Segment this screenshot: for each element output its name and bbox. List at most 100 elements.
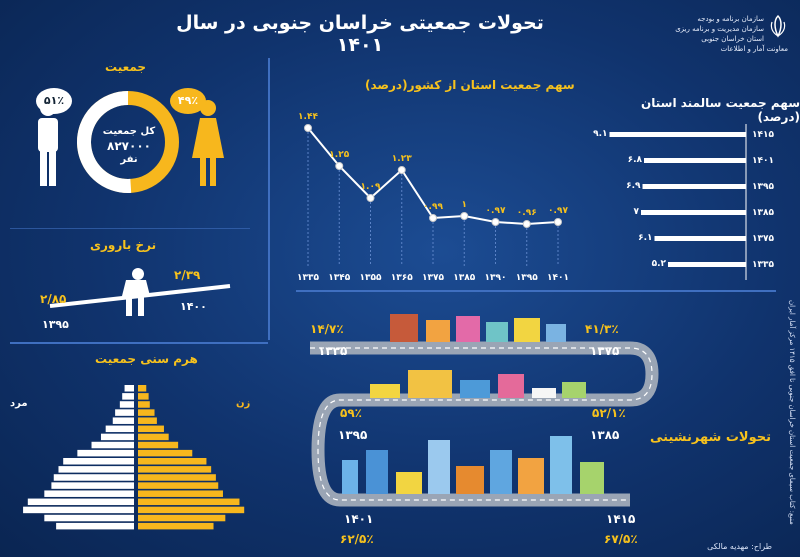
line-chart-data-label: ۱.۴۴ <box>298 112 318 122</box>
urban-pct-1335: ۱۴/۷٪ <box>310 322 344 336</box>
population-ring-male <box>77 91 132 193</box>
line-chart-point <box>397 166 406 174</box>
pyramid-bar-male <box>44 514 134 522</box>
elderly-bar <box>644 158 746 163</box>
logo-line-3: معاونت آمار و اطلاعات <box>720 45 788 53</box>
pyramid-bar-male <box>124 385 134 392</box>
urban-pct-1395: ۵۹٪ <box>340 406 362 420</box>
urban-year-1395: ۱۳۹۵ <box>338 428 368 442</box>
population-title: جمعیت <box>105 60 147 74</box>
pyramid-bar-female <box>138 393 149 400</box>
pyramid-bar-male <box>23 506 134 514</box>
source-note: منبع: کتاب سیمای جمعیت استان خراسان جنوب… <box>788 300 796 525</box>
pyramid-bar-male <box>115 409 134 416</box>
fertility-new-year: ۱۴۰۰ <box>180 300 207 313</box>
line-chart-data-label: ۱ <box>462 200 468 210</box>
pyramid-bar-female <box>138 409 155 416</box>
line-chart-data-label: ۰.۹۶ <box>517 208 537 218</box>
elderly-bar-category: ۱۳۸۵ <box>752 208 774 218</box>
elderly-bar <box>641 210 746 215</box>
elderly-bar-value: ۹.۱ <box>593 129 607 139</box>
pyramid-bar-male <box>119 401 134 408</box>
line-chart-title: سهم جمعیت استان از کشور(درصد) <box>365 78 575 92</box>
line-chart-point <box>335 162 344 170</box>
elderly-bar-category: ۱۴۰۱ <box>752 156 774 166</box>
line-chart-point <box>366 194 375 202</box>
line-chart-data-label: ۰.۹۹ <box>423 202 443 212</box>
pyramid-bar-female <box>138 506 245 514</box>
pyramid-bar-male <box>44 490 134 497</box>
line-chart-point <box>429 214 437 222</box>
elderly-bar-value: ۵.۲ <box>652 259 667 269</box>
divider-population <box>10 228 250 229</box>
pyramid-bar-male <box>122 393 134 400</box>
population-graphic <box>38 91 224 193</box>
age-pyramid-chart <box>23 385 245 530</box>
organization-logo: سازمان برنامه و بودجه سازمان مدیریت و بر… <box>668 14 788 54</box>
buildings-row-2 <box>370 370 586 398</box>
urbanization-graphic <box>310 314 659 507</box>
pyramid-bar-male <box>51 482 134 489</box>
total-unit: نفر <box>120 154 138 165</box>
elderly-bar <box>642 184 746 189</box>
pyramid-bar-female <box>138 425 164 433</box>
total-label: کل جمعیت <box>102 126 156 137</box>
pyramid-bar-female <box>138 385 147 392</box>
line-chart-data-label: ۰.۹۷ <box>548 206 568 216</box>
pyramid-bar-female <box>138 482 219 489</box>
urban-year-1335: ۱۳۳۵ <box>318 344 348 358</box>
divider-horizontal-right <box>296 290 776 292</box>
female-pct-bubble: ۴۹٪ <box>170 88 206 114</box>
fertility-old-value: ۲/۸۵ <box>40 292 67 306</box>
urban-year-1401: ۱۴۰۱ <box>344 512 374 526</box>
elderly-bar-category: ۱۳۷۵ <box>752 234 774 244</box>
logo-line-2: سازمان مدیریت و برنامه ریزی استان خراسان… <box>675 25 764 43</box>
elderly-bar-category: ۱۳۹۵ <box>752 182 774 192</box>
line-chart-point <box>522 220 531 228</box>
line-chart-tick-label: ۱۳۳۵ <box>297 273 319 283</box>
urban-pct-1375: ۴۱/۳٪ <box>585 322 619 336</box>
pyramid-bar-female <box>138 441 179 449</box>
urban-pct-1415: ۶۷/۵٪ <box>604 532 638 546</box>
urban-pct-1385: ۵۲/۱٪ <box>592 406 626 420</box>
line-chart-tick-label: ۱۳۵۵ <box>360 273 382 283</box>
pyramid-bar-male <box>63 458 135 465</box>
line-chart-data-label: ۱.۰۹ <box>361 182 381 192</box>
pyramid-bar-female <box>138 417 157 424</box>
urban-pct-1401: ۶۲/۵٪ <box>340 532 374 546</box>
line-chart-tick-label: ۱۳۸۵ <box>453 273 475 283</box>
elderly-bar-chart: ۹.۱ ۱۴۱۵ ۶.۸ ۱۴۰۱ ۶.۹ ۱۳۹۵ ۷ ۱۳۸۵ ۶.۱ ۱۳۷۵ ۵.۲ ۱۳۳۵ <box>593 124 774 280</box>
line-chart-tick-label: ۱۳۹۵ <box>516 273 538 283</box>
skyline-row-3 <box>342 436 604 494</box>
line-chart-tick-label: ۱۳۴۵ <box>328 273 350 283</box>
pyramid-bar-male <box>91 441 134 449</box>
line-chart-tick-label: ۱۴۰۱ <box>547 273 569 283</box>
share-line-chart: ۱.۴۴ ۱۳۳۵ ۱.۲۵ ۱۳۴۵ ۱.۰۹ ۱۳۵۵ ۱.۲۳ ۱۳۶۵ ۰.۹۹ ۱۳۷۵… <box>297 112 569 283</box>
urban-year-1375: ۱۳۷۵ <box>590 344 620 358</box>
urbanization-title: تحولات شهرنشینی <box>650 430 771 445</box>
elderly-chart-title: سهم جمعیت سالمند استان (درصد) <box>641 96 800 124</box>
population-center: کل جمعیت ۸۲۷۰۰۰ نفر <box>98 125 160 167</box>
elderly-bar-value: ۶.۹ <box>626 181 641 191</box>
pyramid-bar-male <box>56 522 135 530</box>
pyramid-bar-male <box>112 417 134 424</box>
pyramid-bar-female <box>138 433 169 441</box>
pyramid-bar-male <box>58 466 135 473</box>
line-chart-point <box>554 218 562 226</box>
road-markings <box>310 347 653 501</box>
fertility-new-value: ۲/۳۹ <box>174 268 201 282</box>
emblem-icon <box>770 14 786 38</box>
pyramid-bar-female <box>138 466 212 473</box>
line-chart-data-label: ۰.۹۷ <box>486 206 506 216</box>
total-value: ۸۲۷۰۰۰ <box>107 139 151 153</box>
pyramid-bar-female <box>138 522 214 530</box>
divider-horizontal-left <box>10 342 268 344</box>
designer-credit: طراح: مهدیه مالکی <box>707 542 772 551</box>
urban-year-1415: ۱۴۱۵ <box>606 512 636 526</box>
line-chart-tick-label: ۱۳۶۵ <box>391 273 413 283</box>
elderly-bar <box>609 132 746 137</box>
line-chart-point <box>491 218 500 226</box>
elderly-bar <box>654 236 746 241</box>
line-chart-tick-label: ۱۳۷۵ <box>422 273 444 283</box>
elderly-bar-value: ۷ <box>634 207 640 217</box>
